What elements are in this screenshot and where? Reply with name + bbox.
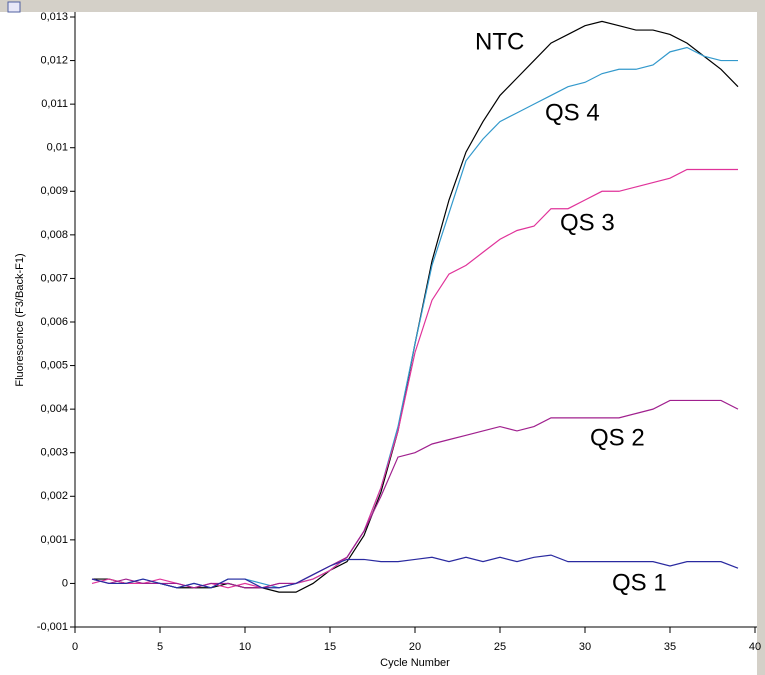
y-tick-label: 0,006 — [40, 316, 68, 328]
y-tick-label: 0,013 — [40, 11, 68, 23]
x-tick-label: 15 — [324, 641, 336, 653]
x-tick-label: 5 — [157, 641, 163, 653]
y-tick-label: 0,007 — [40, 272, 68, 284]
y-tick-label: 0,009 — [40, 185, 68, 197]
series-line — [91, 46, 738, 589]
series-label: NTC — [475, 28, 524, 55]
series-line — [91, 399, 739, 589]
y-tick-label: 0,002 — [40, 490, 68, 502]
x-tick-label: 35 — [664, 641, 676, 653]
y-tick-label: 0 — [62, 577, 68, 589]
y-tick-label: 0,008 — [40, 229, 68, 241]
chart-icon[interactable] — [7, 1, 21, 13]
window-top-bar — [0, 0, 765, 12]
series-line — [91, 168, 738, 589]
y-tick-label: 0,005 — [40, 359, 68, 371]
series-label: QS 2 — [590, 424, 645, 451]
series-line — [92, 20, 739, 593]
series-label: QS 1 — [612, 569, 667, 596]
y-axis-label: Fluorescence (F3/Back-F1) — [14, 253, 26, 386]
y-tick-label: 0,001 — [40, 534, 68, 546]
x-tick-label: 10 — [239, 641, 251, 653]
y-tick-label: 0,01 — [47, 142, 68, 154]
x-tick-label: 40 — [749, 641, 761, 653]
y-tick-label: 0,012 — [40, 54, 68, 66]
y-tick-label: -0,001 — [37, 621, 68, 633]
x-tick-label: 25 — [494, 641, 506, 653]
y-tick-label: 0,003 — [40, 447, 68, 459]
series-label: QS 3 — [560, 209, 615, 236]
x-tick-label: 20 — [409, 641, 421, 653]
x-tick-label: 0 — [72, 641, 78, 653]
x-tick-label: 30 — [579, 641, 591, 653]
x-axis-label: Cycle Number — [380, 657, 450, 669]
series-label: QS 4 — [545, 99, 600, 126]
y-tick-label: 0,011 — [41, 98, 68, 110]
y-tick-label: 0,004 — [40, 403, 68, 415]
window-right-bar — [757, 0, 765, 675]
series-line — [91, 554, 739, 589]
